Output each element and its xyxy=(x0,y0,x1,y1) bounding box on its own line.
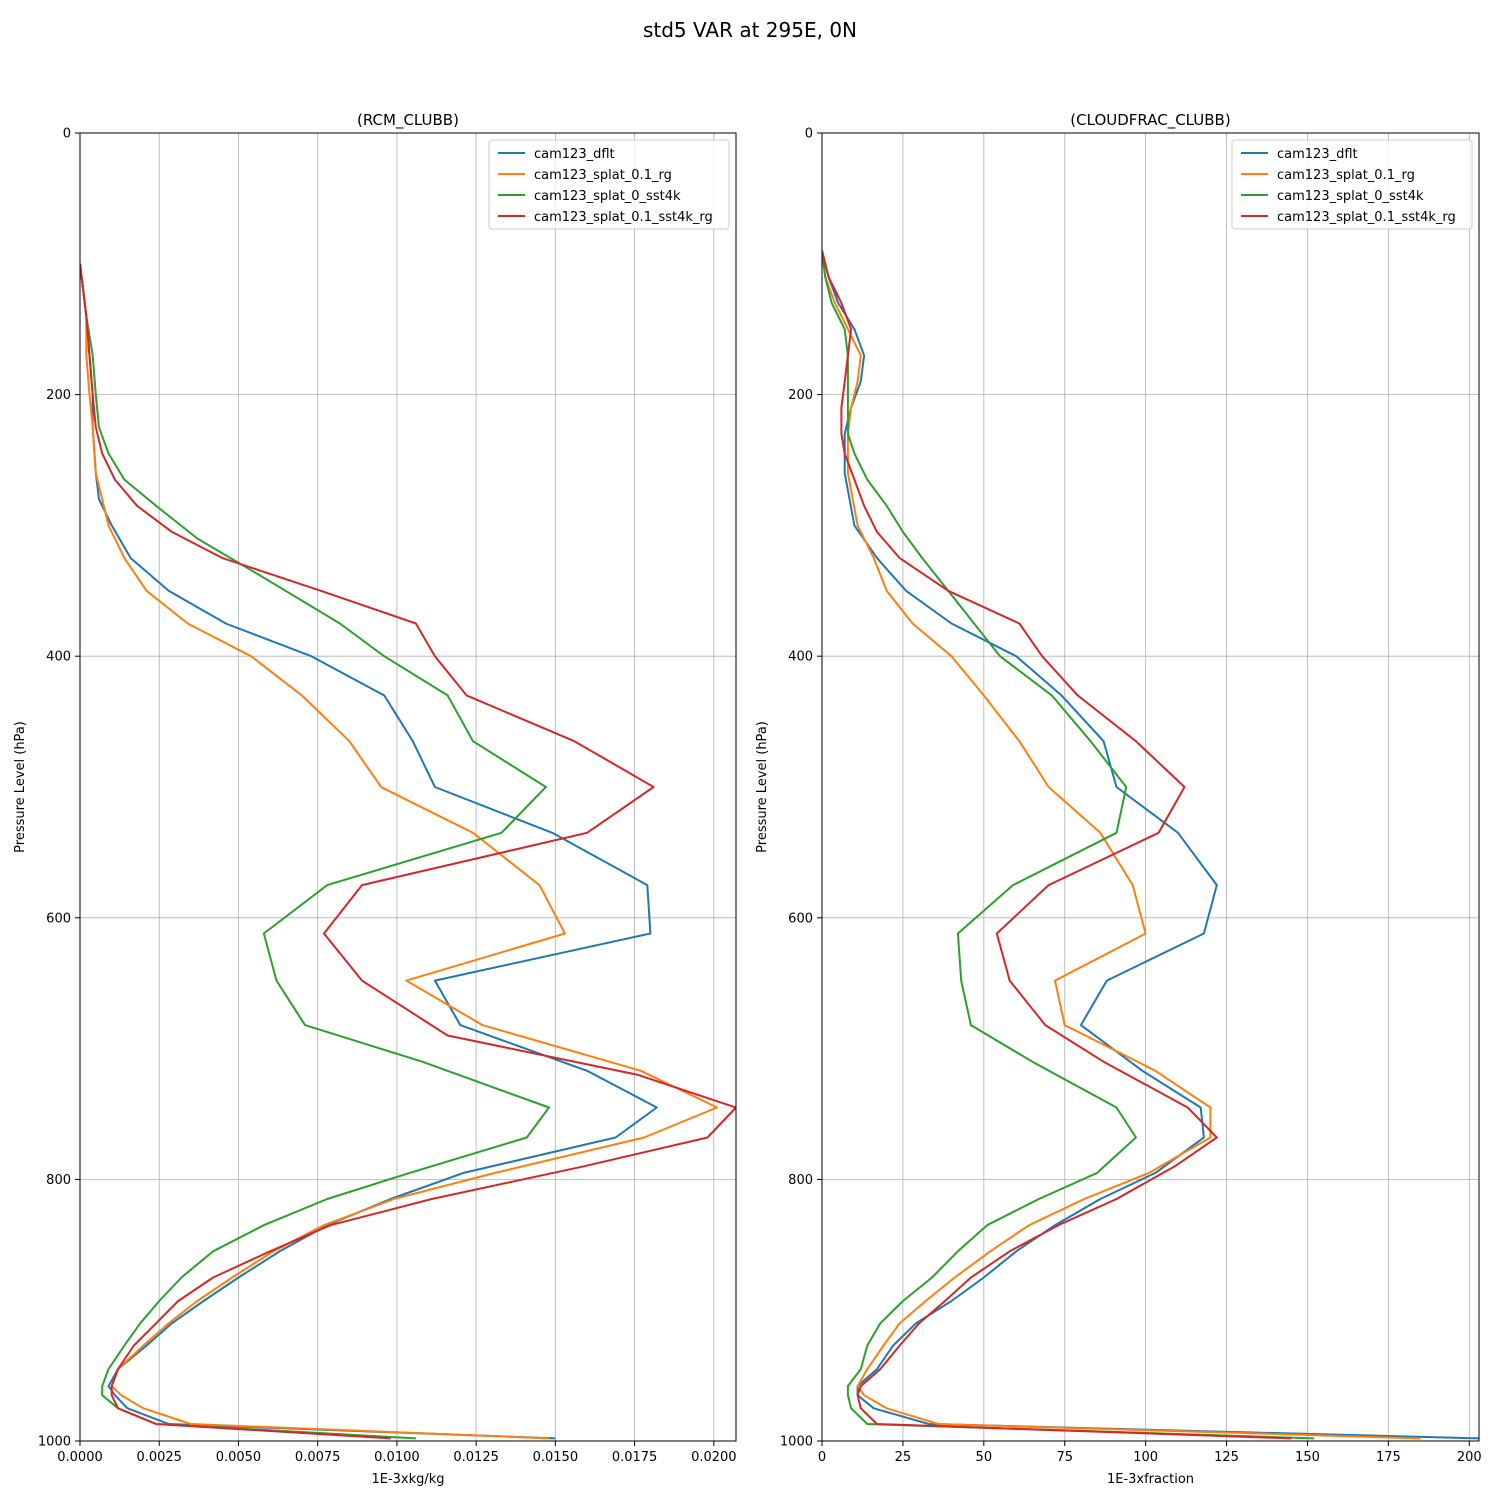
series-line-2 xyxy=(80,263,718,1440)
x-tick-label: 0.0075 xyxy=(295,1450,341,1465)
legend-label: cam123_dflt xyxy=(1277,147,1358,162)
plot-area xyxy=(822,133,1479,1441)
legend-label: cam123_splat_0.1_sst4k_rg xyxy=(1277,210,1456,225)
y-tick-label: 0 xyxy=(63,127,71,142)
chart-title: (RCM_CLUBB) xyxy=(357,111,459,130)
legend-label: cam123_splat_0.1_rg xyxy=(1277,168,1415,183)
series-line-3 xyxy=(822,250,1314,1440)
y-tick-label: 800 xyxy=(46,1173,71,1188)
x-tick-label: 0.0200 xyxy=(691,1450,737,1465)
y-tick-label: 400 xyxy=(46,650,71,665)
y-axis-label: Pressure Level (hPa) xyxy=(755,721,770,853)
chart-title: (CLOUDFRAC_CLUBB) xyxy=(1070,111,1230,130)
legend-label: cam123_dflt xyxy=(534,147,615,162)
legend-label: cam123_splat_0.1_sst4k_rg xyxy=(534,210,713,225)
axes-frame xyxy=(821,132,1480,1442)
x-tick-label: 175 xyxy=(1376,1450,1401,1465)
plot-area xyxy=(80,133,736,1441)
legend-label: cam123_splat_0_sst4k xyxy=(1277,189,1424,204)
x-tick-label: 100 xyxy=(1133,1450,1158,1465)
y-tick-label: 800 xyxy=(788,1173,813,1188)
x-tick-label: 0 xyxy=(818,1450,826,1465)
y-tick-label: 200 xyxy=(46,388,71,403)
axes-frame xyxy=(79,132,737,1442)
legend-box xyxy=(1231,139,1473,230)
y-tick-label: 200 xyxy=(788,388,813,403)
x-tick-label: 0.0175 xyxy=(612,1450,658,1465)
x-tick-label: 0.0025 xyxy=(136,1450,182,1465)
x-tick-label: 150 xyxy=(1295,1450,1320,1465)
legend: cam123_dflt cam123_splat_0.1_rg cam123_spl… xyxy=(1231,139,1473,230)
series-line-2 xyxy=(822,250,1421,1440)
series-line-4 xyxy=(80,263,736,1440)
x-tick-label: 75 xyxy=(1056,1450,1073,1465)
y-axis-label: Pressure Level (hPa) xyxy=(13,721,28,853)
panel-1: 0.0000 0.0025 0.0050 0.0075 0.0100 0.0125 0.01… xyxy=(13,111,737,1487)
panels: 0.0000 0.0025 0.0050 0.0075 0.0100 0.0125 0.01… xyxy=(13,111,1482,1487)
y-tick-label: 1000 xyxy=(780,1435,813,1450)
x-tick-label: 0.0100 xyxy=(374,1450,420,1465)
y-tick-label: 1000 xyxy=(38,1435,71,1450)
series-line-3 xyxy=(80,263,550,1440)
x-tick-label: 125 xyxy=(1214,1450,1239,1465)
legend-box xyxy=(488,139,730,230)
panel-2: 0 25 50 75 100 125 150 175 200 0 200 400 600 800 1000 (… xyxy=(755,111,1482,1487)
x-tick-label: 0.0125 xyxy=(453,1450,499,1465)
y-tick-label: 600 xyxy=(788,911,813,926)
x-tick-label: 0.0150 xyxy=(533,1450,579,1465)
x-tick-label: 25 xyxy=(895,1450,912,1465)
x-axis-label: 1E-3xfraction xyxy=(1107,1472,1194,1487)
x-tick-label: 50 xyxy=(976,1450,993,1465)
series-line-1 xyxy=(822,250,1479,1440)
legend-label: cam123_splat_0_sst4k xyxy=(534,189,681,204)
series-line-4 xyxy=(822,250,1292,1440)
y-tick-label: 0 xyxy=(805,127,813,142)
y-tick-label: 400 xyxy=(788,650,813,665)
y-tick-label: 600 xyxy=(46,911,71,926)
x-tick-label: 0.0050 xyxy=(216,1450,262,1465)
legend: cam123_dflt cam123_splat_0.1_rg cam123_spl… xyxy=(488,139,730,230)
legend-label: cam123_splat_0.1_rg xyxy=(534,168,672,183)
x-tick-label: 200 xyxy=(1457,1450,1482,1465)
figure-title: std5 VAR at 295E, 0N xyxy=(643,18,857,42)
x-axis-label: 1E-3xkg/kg xyxy=(371,1472,444,1487)
x-tick-label: 0.0000 xyxy=(57,1450,103,1465)
